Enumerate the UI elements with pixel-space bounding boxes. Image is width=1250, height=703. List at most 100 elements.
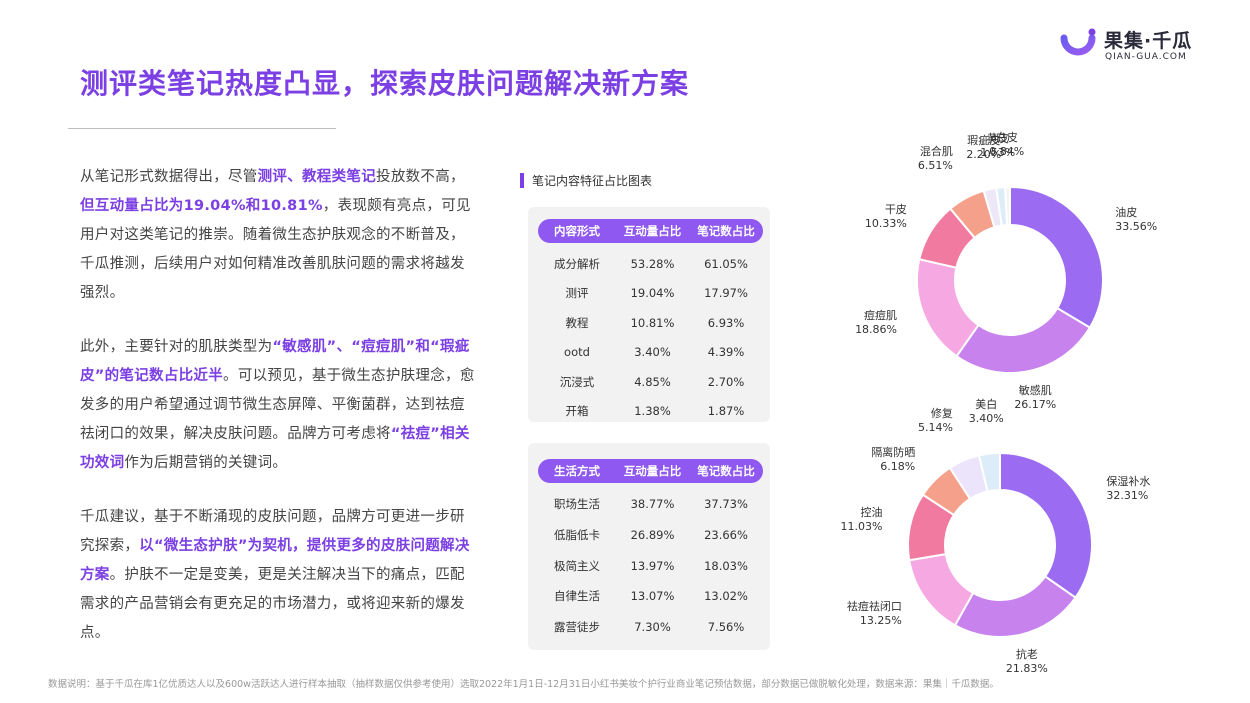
content-form-table: 内容形式 互动量占比 笔记数占比 成分解析 53.28% 61.05% 测评 19.04% 1…: [528, 207, 770, 422]
table-row: 极简主义 13.97% 18.03%: [538, 556, 763, 576]
slice-name: 敏感肌: [1018, 384, 1052, 398]
table-row: ootd 3.40% 4.39%: [538, 342, 763, 362]
table-row: 沉浸式 4.85% 2.70%: [538, 372, 763, 392]
slice-name: 抗老: [1015, 647, 1038, 661]
slice-label: 美白 3.40%: [969, 398, 1004, 426]
brand-logo: 果集·千瓜 QIAN-GUA.COM: [1058, 22, 1228, 66]
highlight-text: “敏感肌”、“痘痘肌”和“瑕疵皮”的笔记数占比近半: [80, 339, 470, 384]
slice-value: 0.84%: [989, 145, 1025, 159]
slice-value: 33.56%: [1115, 220, 1158, 234]
row-label: 自律生活: [554, 589, 600, 604]
table-row: 低脂低卡 26.89% 23.66%: [538, 525, 763, 545]
donut-slice[interactable]: [1004, 185, 1011, 227]
table-cell: 7.56%: [707, 620, 745, 635]
highlight-text: 但互动量占比为19.04%和10.81%: [80, 198, 323, 214]
slice-name: 混合肌: [919, 145, 953, 159]
highlight-text: 测评、教程类笔记: [257, 169, 377, 185]
table-cell: 1.87%: [707, 404, 745, 418]
slice-label: 黄皮 1.53%: [980, 132, 1015, 160]
table-cell: 6.93%: [707, 315, 745, 330]
paragraph-text: 从笔记形式数据得出，尽管: [80, 169, 258, 185]
skin-type-donut-chart: 油皮 33.56% 敏感肌 26.17% 痘痘肌 18.86% 干皮 10.33% 混合肌 6.5…: [855, 131, 1157, 412]
table-row: 测评 19.04% 17.97%: [538, 283, 763, 303]
brand-domain: QIAN-GUA.COM: [1105, 52, 1187, 62]
slice-value: 10.33%: [864, 216, 907, 230]
table-cell: 38.77%: [630, 497, 675, 511]
column-header: 笔记数占比: [697, 464, 755, 478]
table-cell: 4.39%: [707, 345, 745, 360]
row-label: 露营徒步: [554, 620, 600, 635]
slice-name: 黄皮: [986, 131, 1009, 145]
paragraph-skin-type: 此外，主要针对的肌肤类型为“敏感肌”、“痘痘肌”和“瑕疵皮”的笔记数占比近半。可…: [80, 333, 475, 478]
highlight-text: 以“微生态护肤”为契机，提供更多的皮肤问题解决方案: [80, 538, 470, 583]
slice-label: 保湿补水 32.31%: [1106, 475, 1150, 503]
slice-name: 瑕疵皮: [967, 133, 1001, 147]
row-label: ootd: [564, 345, 590, 360]
slice-name: 干皮: [884, 202, 907, 216]
paragraph-text: ，表现颇有亮点，可见用户对这类笔记的推崇。随着微生态护肤观念的不断普及，千瓜推测…: [80, 198, 471, 301]
donut-slice[interactable]: [999, 451, 1093, 600]
slice-name: 控油: [860, 506, 883, 520]
slice-value: 21.83%: [1005, 661, 1048, 675]
table-cell: 26.89%: [630, 527, 675, 542]
efficacy-donut-svg: [907, 451, 1093, 638]
row-label: 极简主义: [554, 558, 600, 573]
donut-slice[interactable]: [955, 306, 1092, 374]
slice-value: 1.53%: [980, 145, 1016, 159]
lifestyle-table: 生活方式 互动量占比 笔记数占比 职场生活 38.77% 37.73% 低脂低卡 26.89…: [528, 443, 770, 650]
table-section-title: 笔记内容特征占比图表: [520, 172, 652, 189]
slice-value: 26.17%: [1014, 398, 1057, 412]
paragraph-content-format: 从笔记形式数据得出，尽管测评、教程类笔记投放数不高， 但互动量占比为19.04%和…: [80, 163, 475, 308]
slice-label: 瑕疵皮 2.20%: [966, 134, 1001, 162]
paragraph-text: 此外，主要针对的肌肤类型为: [80, 339, 273, 355]
row-label: 教程: [565, 315, 589, 330]
table-cell: 19.04%: [630, 286, 675, 301]
slice-label: 混合肌 6.51%: [918, 145, 953, 173]
paragraph-suggestion: 千瓜建议，基于不断涌现的皮肤问题，品牌方可更进一步研究探索，以“微生态护肤”为契…: [80, 503, 475, 648]
paragraph-text: 。护肤不一定是变美，更是关注解决当下的痛点，匹配需求的产品营销会有更充足的市场潜…: [80, 567, 465, 641]
efficacy-donut-chart: 保湿补水 32.31% 抗老 21.83% 祛痘祛闭口 13.25% 控油 11.03% 隔离防…: [841, 398, 1151, 675]
column-header: 生活方式: [554, 464, 600, 478]
slice-label: 控油 11.03%: [841, 506, 883, 534]
page-title: 测评类笔记热度凸显，探索皮肤问题解决新方案: [80, 67, 690, 100]
row-label: 低脂低卡: [554, 527, 600, 542]
slice-name: 修复: [930, 406, 953, 420]
table-cell: 17.97%: [704, 286, 748, 301]
table-cell: 53.28%: [630, 257, 675, 271]
paragraph-text: 千瓜建议，基于不断涌现的皮肤问题，品牌方可更进一步研究探索，: [80, 509, 465, 554]
paragraph-text: 作为后期营销的关键词。: [124, 455, 288, 471]
donut-slice[interactable]: [1009, 185, 1104, 330]
slice-label: 油皮 33.56%: [1115, 206, 1157, 234]
slice-name: 痘痘肌: [864, 309, 898, 323]
slice-value: 5.14%: [917, 420, 953, 434]
slice-label: 敏感肌 26.17%: [1014, 384, 1056, 412]
column-header: 笔记数占比: [697, 224, 755, 238]
skin-type-donut-svg: [916, 185, 1104, 374]
qiangua-logo-icon: [1060, 28, 1096, 56]
table-cell: 61.05%: [704, 257, 748, 271]
slice-label: 祛痘祛闭口 13.25%: [847, 600, 902, 628]
table-cell: 1.38%: [634, 404, 671, 418]
table-cell: 10.81%: [630, 315, 675, 330]
row-label: 成分解析: [554, 257, 600, 271]
table-row: 职场生活 38.77% 37.73%: [538, 494, 763, 514]
data-source-note: 数据说明：基于千瓜在库1亿优质达人以及600w活跃达人进行样本抽取（抽样数据仅供…: [48, 679, 999, 690]
paragraph-text: 投放数不高，: [376, 169, 465, 185]
donut-slice[interactable]: [977, 451, 1001, 493]
table-cell: 23.66%: [704, 527, 748, 542]
slice-value: 2.20%: [966, 147, 1002, 161]
column-header: 内容形式: [554, 224, 600, 238]
slice-value: 13.25%: [859, 614, 902, 628]
table-cell: 4.85%: [634, 374, 671, 389]
slice-value: 32.31%: [1106, 489, 1149, 503]
slice-value: 11.03%: [840, 520, 883, 534]
row-label: 沉浸式: [559, 374, 595, 389]
slice-name: 祛痘祛闭口: [846, 600, 902, 614]
table-cell: 3.40%: [634, 345, 671, 360]
brand-name: 果集·千瓜: [1104, 30, 1193, 52]
table-cell: 13.02%: [704, 589, 748, 604]
donut-slice[interactable]: [953, 575, 1077, 638]
row-label: 测评: [565, 286, 589, 301]
slice-value: 6.51%: [917, 159, 953, 173]
table-cell: 37.73%: [704, 497, 748, 511]
